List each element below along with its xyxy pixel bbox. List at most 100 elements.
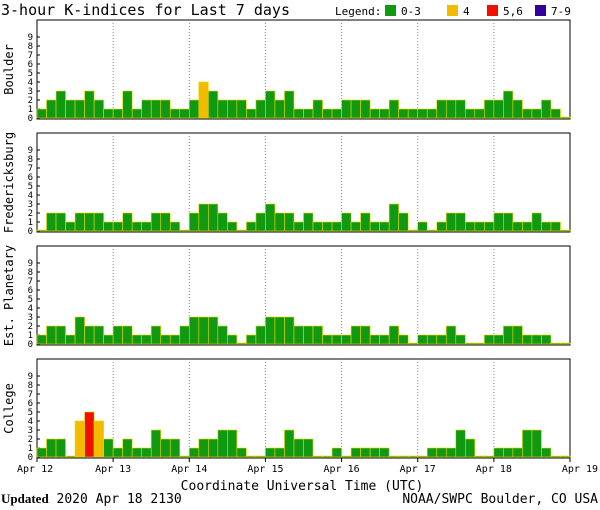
y-tick-label: 0 bbox=[28, 340, 33, 350]
bar bbox=[503, 90, 514, 119]
bar bbox=[541, 99, 552, 119]
bar bbox=[103, 221, 114, 232]
x-tick-label: Apr 19 bbox=[562, 464, 598, 475]
y-tick-label: 8 bbox=[28, 42, 33, 52]
y-tick-label: 2 bbox=[28, 322, 33, 332]
y-tick-label: 5 bbox=[28, 295, 33, 305]
bar bbox=[331, 334, 342, 345]
bar bbox=[131, 221, 142, 232]
bar bbox=[293, 325, 304, 345]
bar bbox=[465, 438, 476, 458]
bar bbox=[236, 447, 247, 458]
bar bbox=[550, 108, 561, 119]
bar bbox=[217, 325, 228, 345]
bar bbox=[369, 447, 380, 458]
bar bbox=[360, 447, 371, 458]
bar bbox=[55, 438, 66, 458]
bar bbox=[236, 229, 247, 232]
bar bbox=[398, 108, 409, 119]
bar bbox=[398, 334, 409, 345]
bar bbox=[179, 325, 190, 345]
bar bbox=[36, 447, 47, 458]
x-tick-label: Apr 17 bbox=[400, 464, 436, 475]
bar bbox=[36, 108, 47, 119]
bar bbox=[84, 90, 95, 119]
bar bbox=[560, 116, 571, 119]
bar bbox=[188, 316, 200, 345]
bar bbox=[65, 334, 76, 345]
bar bbox=[503, 325, 514, 345]
bar bbox=[398, 455, 409, 458]
bar bbox=[150, 99, 162, 119]
bar bbox=[265, 316, 276, 345]
bar bbox=[217, 99, 228, 119]
bar bbox=[188, 99, 200, 119]
y-tick-label: 9 bbox=[28, 33, 33, 43]
bar bbox=[179, 455, 190, 458]
bar bbox=[522, 429, 533, 458]
series-name: Est. Planetary bbox=[2, 245, 16, 346]
y-tick-label: 0 bbox=[28, 114, 33, 124]
bar bbox=[550, 455, 561, 458]
bar bbox=[65, 221, 76, 232]
bar bbox=[36, 229, 47, 232]
bar bbox=[560, 229, 571, 232]
bar bbox=[322, 455, 333, 458]
bar bbox=[303, 212, 314, 232]
bar bbox=[360, 99, 371, 119]
bar bbox=[255, 325, 266, 345]
bar bbox=[512, 99, 523, 119]
bar bbox=[426, 447, 438, 458]
bar bbox=[122, 90, 133, 119]
bar bbox=[388, 99, 399, 119]
bar bbox=[474, 455, 485, 458]
bar bbox=[417, 455, 428, 458]
bar bbox=[531, 334, 542, 345]
bar bbox=[465, 342, 476, 345]
y-tick-label: 5 bbox=[28, 408, 33, 418]
bar bbox=[512, 221, 523, 232]
bar bbox=[169, 221, 181, 232]
bar bbox=[160, 334, 171, 345]
bar bbox=[522, 334, 533, 345]
bar bbox=[455, 99, 466, 119]
y-tick-label: 8 bbox=[28, 268, 33, 278]
bar bbox=[46, 212, 57, 232]
bar bbox=[141, 334, 152, 345]
bar bbox=[331, 108, 342, 119]
bar bbox=[122, 438, 133, 458]
bar bbox=[341, 212, 352, 232]
bar bbox=[341, 455, 352, 458]
bar bbox=[227, 99, 238, 119]
bar bbox=[322, 334, 333, 345]
y-tick-label: 0 bbox=[28, 453, 33, 463]
bar bbox=[141, 221, 152, 232]
bar bbox=[341, 99, 352, 119]
x-tick-label: Apr 15 bbox=[247, 464, 283, 475]
chart-title: 3-hour K-indices for Last 7 days bbox=[1, 1, 290, 19]
bar bbox=[436, 447, 447, 458]
bar bbox=[160, 438, 171, 458]
x-tick-label: Apr 14 bbox=[171, 464, 207, 475]
series-name: Fredericksburg bbox=[2, 132, 16, 233]
bar bbox=[65, 99, 76, 119]
legend-label: 4 bbox=[463, 5, 470, 18]
y-tick-label: 7 bbox=[28, 164, 33, 174]
bar bbox=[312, 221, 323, 232]
bar bbox=[227, 429, 238, 458]
bar bbox=[455, 212, 466, 232]
bar bbox=[350, 221, 361, 232]
bar bbox=[169, 108, 181, 119]
bar bbox=[74, 316, 85, 345]
bar bbox=[503, 212, 514, 232]
bar bbox=[265, 203, 276, 232]
bar bbox=[541, 447, 552, 458]
bar bbox=[112, 221, 123, 232]
y-tick-label: 0 bbox=[28, 227, 33, 237]
bar bbox=[284, 212, 295, 232]
legend-swatch bbox=[487, 5, 498, 16]
bar bbox=[484, 99, 495, 119]
